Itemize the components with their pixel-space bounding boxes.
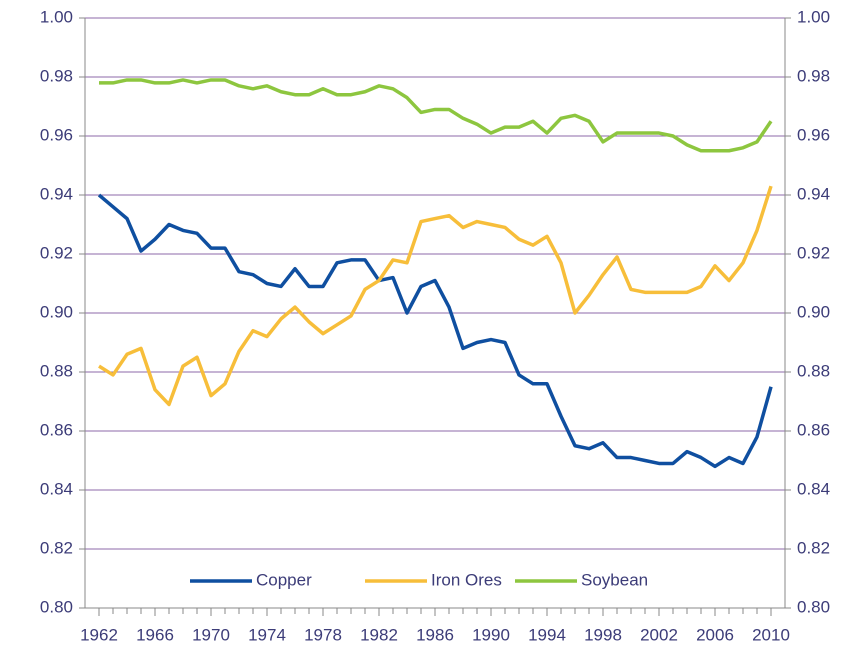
- y-tick-label: 0.92: [40, 243, 73, 262]
- y2-tick-label: 0.84: [797, 479, 830, 498]
- series-line: [97, 193, 773, 469]
- y-tick-label: 0.86: [40, 420, 73, 439]
- y2-tick-label: 0.86: [797, 420, 830, 439]
- y2-tick-label: 0.92: [797, 243, 830, 262]
- legend-label: Soybean: [581, 570, 648, 589]
- x-tick-label: 1990: [472, 625, 510, 644]
- y-tick-label: 0.94: [40, 184, 73, 203]
- y-tick-label: 0.90: [40, 302, 73, 321]
- y-tick-label: 0.88: [40, 361, 73, 380]
- x-tick-label: 2010: [752, 625, 790, 644]
- y2-tick-label: 0.90: [797, 302, 830, 321]
- x-tick-label: 1982: [360, 625, 398, 644]
- legend-label: Iron Ores: [431, 570, 502, 589]
- y2-tick-label: 0.96: [797, 125, 830, 144]
- y-tick-label: 1.00: [40, 7, 73, 26]
- x-tick-label: 2002: [640, 625, 678, 644]
- x-tick-label: 1974: [248, 625, 286, 644]
- x-tick-label: 1994: [528, 625, 566, 644]
- y-tick-label: 0.82: [40, 538, 73, 557]
- x-tick-label: 1966: [136, 625, 174, 644]
- x-tick-label: 2006: [696, 625, 734, 644]
- y2-tick-label: 0.80: [797, 597, 830, 616]
- y2-tick-label: 0.98: [797, 66, 830, 85]
- x-tick-label: 1970: [192, 625, 230, 644]
- x-tick-label: 1986: [416, 625, 454, 644]
- y-tick-label: 0.84: [40, 479, 73, 498]
- y2-tick-label: 1.00: [797, 7, 830, 26]
- x-tick-label: 1978: [304, 625, 342, 644]
- x-tick-label: 1962: [80, 625, 118, 644]
- y2-tick-label: 0.82: [797, 538, 830, 557]
- y2-tick-label: 0.94: [797, 184, 830, 203]
- legend-label: Copper: [256, 570, 312, 589]
- series-line: [98, 185, 773, 407]
- y-tick-label: 0.98: [40, 66, 73, 85]
- y-tick-label: 0.96: [40, 125, 73, 144]
- x-tick-label: 1998: [584, 625, 622, 644]
- y-tick-label: 0.80: [40, 597, 73, 616]
- y2-tick-label: 0.88: [797, 361, 830, 380]
- series-line: [99, 78, 773, 153]
